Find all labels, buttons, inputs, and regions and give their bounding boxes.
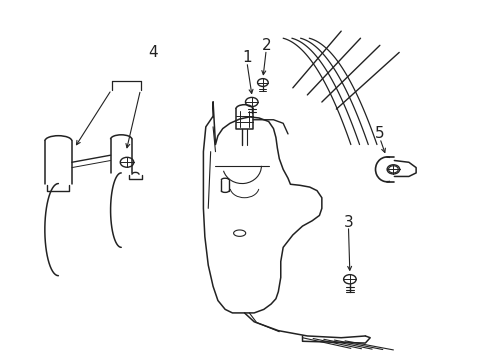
Text: 1: 1	[242, 50, 251, 65]
Text: 5: 5	[374, 126, 384, 141]
Text: 2: 2	[261, 38, 270, 53]
Text: 3: 3	[343, 215, 353, 230]
Text: 4: 4	[147, 45, 157, 60]
